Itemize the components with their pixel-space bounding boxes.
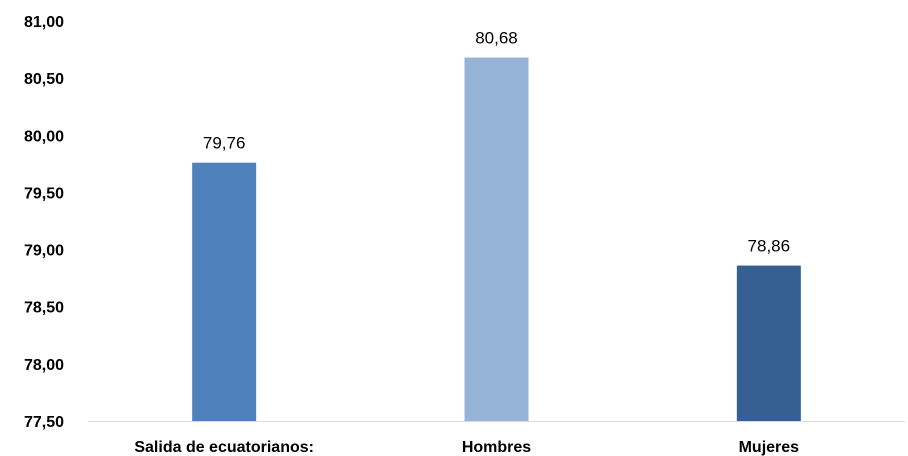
data-label: 80,68	[475, 29, 518, 48]
data-labels: 79,76 80,68 78,86	[203, 29, 790, 256]
data-label: 79,76	[203, 134, 246, 153]
y-axis: 77,50 78,00 78,50 79,00 79,50 80,00 80,50 81,00	[24, 14, 64, 431]
y-tick-label: 80,50	[24, 71, 64, 88]
y-tick-label: 78,50	[24, 300, 64, 317]
y-tick-label: 77,50	[24, 414, 64, 431]
y-tick-label: 80,00	[24, 128, 64, 145]
x-tick-label: Hombres	[462, 439, 531, 456]
y-tick-label: 81,00	[24, 14, 64, 31]
bar-1	[192, 162, 257, 421]
bars	[192, 57, 801, 421]
x-tick-label: Salida de ecuatorianos:	[134, 439, 314, 456]
y-tick-label: 78,00	[24, 357, 64, 374]
bar-2	[464, 57, 529, 421]
y-tick-label: 79,00	[24, 243, 64, 260]
x-axis: Salida de ecuatorianos: Hombres Mujeres	[88, 421, 905, 456]
x-tick-label: Mujeres	[739, 439, 800, 456]
y-tick-label: 79,50	[24, 185, 64, 202]
bar-3	[736, 265, 801, 421]
data-label: 78,86	[748, 237, 791, 256]
